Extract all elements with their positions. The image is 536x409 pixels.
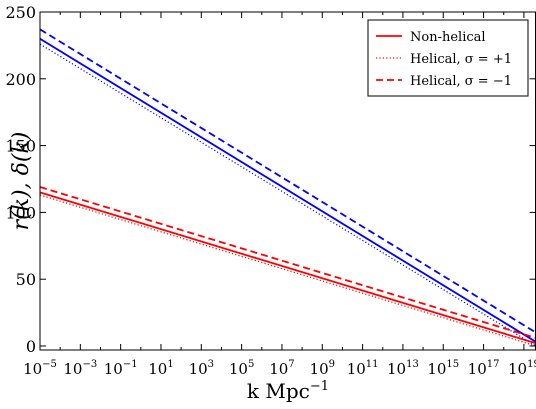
y-tick-label: 0 [26, 337, 36, 356]
y-tick-label: 250 [5, 3, 36, 22]
y-tick-label: 200 [5, 70, 36, 89]
x-tick-label: 103 [189, 359, 214, 378]
legend: Non-helical Helical, σ = +1 Helical, σ =… [367, 19, 529, 97]
x-tick-label: 109 [310, 359, 335, 378]
legend-label: Helical, σ = +1 [410, 52, 512, 67]
legend-label: Helical, σ = −1 [410, 74, 512, 89]
x-tick-label: 101 [148, 359, 173, 378]
x-tick-label: 10−3 [63, 359, 97, 378]
legend-entry-helical-plus: Helical, σ = +1 [376, 52, 512, 67]
legend-entry-helical-minus: Helical, σ = −1 [376, 74, 512, 89]
legend-box [367, 19, 529, 97]
legend-entry-non-helical: Non-helical [376, 30, 486, 45]
x-axis-label-exponent: −1 [310, 379, 329, 394]
x-tick-label: 1013 [387, 359, 419, 378]
y-tick-label: 150 [5, 137, 36, 156]
x-axis-label-text: k Mpc [247, 379, 310, 403]
series-line-red-dashed [39, 186, 536, 339]
y-axis-label: r(k), δ(k) [9, 132, 34, 231]
x-tick-label: 1019 [508, 359, 536, 378]
x-tick-label: 1015 [427, 359, 459, 378]
x-tick-label: 10−1 [104, 359, 138, 378]
x-tick-label: 105 [229, 359, 254, 378]
series-line-red-solid [39, 191, 536, 345]
series-layer [39, 28, 536, 347]
x-tick-label: 1017 [468, 359, 500, 378]
y-tick-label: 100 [5, 203, 36, 222]
legend-label: Non-helical [410, 30, 486, 45]
x-axis-label: k Mpc−1 [247, 379, 329, 403]
y-tick-label: 50 [16, 270, 36, 289]
x-tick-label: 1011 [347, 359, 379, 378]
series-line-blue-dashed [39, 28, 536, 334]
ticks-layer: 0 50 100 150 200 250 10−5 10−3 10−1 101 103 105 107 1… [5, 3, 536, 378]
series-line-blue-dotted [39, 43, 536, 347]
x-tick-label: 107 [269, 359, 294, 378]
series-line-blue-solid [39, 37, 536, 343]
x-tick-label: 10−5 [23, 359, 57, 378]
series-line-red-dotted [39, 194, 536, 347]
